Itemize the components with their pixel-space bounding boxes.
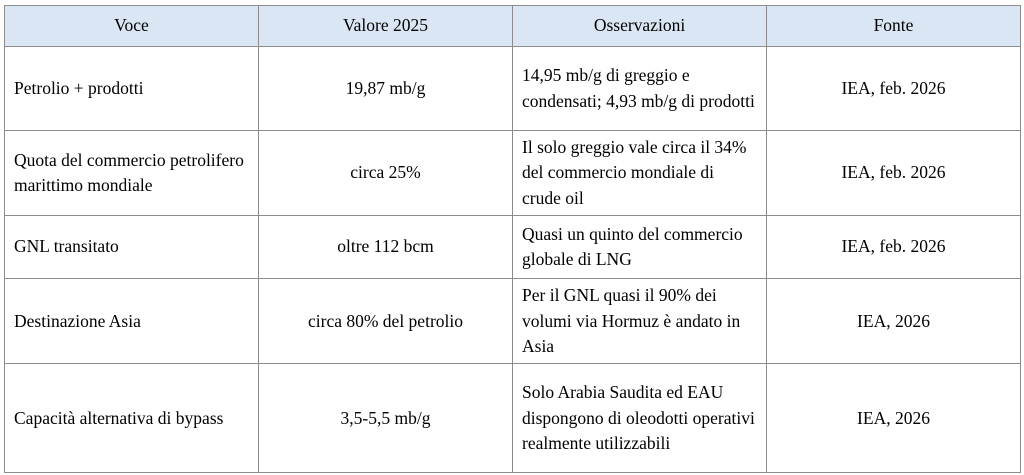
cell-voce: Petrolio + prodotti xyxy=(4,46,259,131)
table-row: Petrolio + prodotti 19,87 mb/g 14,95 mb/… xyxy=(4,46,1021,131)
cell-valore: circa 25% xyxy=(258,129,513,217)
table-row: Destinazione Asia circa 80% del petrolio… xyxy=(4,278,1021,365)
cell-voce: Quota del commercio petrolifero marittim… xyxy=(4,129,259,217)
table-row: Capacità alternativa di bypass 3,5-5,5 m… xyxy=(4,363,1021,474)
cell-fonte: IEA, feb. 2026 xyxy=(766,129,1021,217)
cell-valore: circa 80% del petrolio xyxy=(258,278,513,365)
cell-osservazioni: Il solo greggio vale circa il 34% del co… xyxy=(512,129,767,217)
cell-fonte: IEA, feb. 2026 xyxy=(766,215,1021,280)
cell-valore: 3,5-5,5 mb/g xyxy=(258,363,513,474)
column-header-voce: Voce xyxy=(4,5,259,47)
cell-fonte: IEA, feb. 2026 xyxy=(766,46,1021,131)
cell-fonte: IEA, 2026 xyxy=(766,278,1021,365)
column-header-fonte: Fonte xyxy=(766,5,1021,47)
cell-valore: oltre 112 bcm xyxy=(258,215,513,280)
cell-fonte: IEA, 2026 xyxy=(766,363,1021,474)
header-row: Voce Valore 2025 Osservazioni Fonte xyxy=(4,5,1021,47)
cell-valore: 19,87 mb/g xyxy=(258,46,513,131)
table-row: GNL transitato oltre 112 bcm Quasi un qu… xyxy=(4,215,1021,280)
cell-osservazioni: Per il GNL quasi il 90% dei volumi via H… xyxy=(512,278,767,365)
column-header-valore-2025: Valore 2025 xyxy=(258,5,513,47)
cell-osservazioni: Quasi un quinto del commercio globale di… xyxy=(512,215,767,280)
hormuz-data-table: Voce Valore 2025 Osservazioni Fonte Petr… xyxy=(4,5,1021,474)
cell-osservazioni: Solo Arabia Saudita ed EAU dispongono di… xyxy=(512,363,767,474)
cell-osservazioni: 14,95 mb/g di greggio e condensati; 4,93… xyxy=(512,46,767,131)
cell-voce: GNL transitato xyxy=(4,215,259,280)
cell-voce: Destinazione Asia xyxy=(4,278,259,365)
cell-voce: Capacità alternativa di bypass xyxy=(4,363,259,474)
table-row: Quota del commercio petrolifero marittim… xyxy=(4,129,1021,217)
column-header-osservazioni: Osservazioni xyxy=(512,5,767,47)
